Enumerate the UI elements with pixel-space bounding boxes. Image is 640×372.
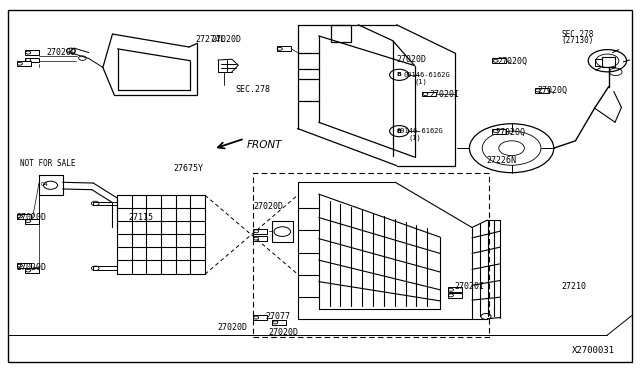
Text: 27020D: 27020D <box>397 55 427 64</box>
Text: 27020D: 27020D <box>269 328 299 337</box>
Bar <box>272 320 286 325</box>
Text: 27020D: 27020D <box>47 48 77 57</box>
Text: (27130): (27130) <box>561 36 594 45</box>
Text: 04: 04 <box>40 182 48 187</box>
Text: 09146-6162G: 09146-6162G <box>397 128 444 134</box>
Text: 27020Q: 27020Q <box>497 57 527 66</box>
Text: 27020Q: 27020Q <box>537 86 567 95</box>
Text: SEC.278: SEC.278 <box>236 85 271 94</box>
Text: 27274L: 27274L <box>195 35 225 44</box>
Bar <box>25 50 39 55</box>
Bar <box>276 46 291 51</box>
Text: SEC.278: SEC.278 <box>561 30 594 39</box>
Text: 27115: 27115 <box>129 213 154 222</box>
Text: 27020D: 27020D <box>17 263 47 272</box>
Text: 27675Y: 27675Y <box>173 164 203 173</box>
Bar <box>253 229 267 234</box>
Bar <box>25 268 39 273</box>
Text: X2700031: X2700031 <box>572 346 615 355</box>
Bar <box>17 214 31 219</box>
Text: 09146-6162G: 09146-6162G <box>403 72 450 78</box>
Bar <box>253 315 267 320</box>
Text: 27077: 27077 <box>266 312 291 321</box>
Bar <box>17 263 31 268</box>
Bar <box>422 92 436 96</box>
Text: 27020I: 27020I <box>430 90 460 99</box>
Text: 27020Q: 27020Q <box>495 128 525 137</box>
Bar <box>253 236 267 241</box>
Bar <box>595 59 602 65</box>
Bar <box>25 58 39 62</box>
Bar <box>492 129 506 134</box>
Bar <box>17 61 31 66</box>
Text: B: B <box>397 129 402 134</box>
Text: 27020D: 27020D <box>253 202 283 211</box>
Bar <box>25 219 39 224</box>
Text: FRONT: FRONT <box>246 140 282 150</box>
Text: (1): (1) <box>415 78 428 85</box>
Bar <box>534 88 548 93</box>
Text: 27020I: 27020I <box>454 282 484 291</box>
Text: B: B <box>397 72 402 77</box>
Bar <box>492 58 506 63</box>
Text: 27020D: 27020D <box>211 35 241 44</box>
Bar <box>448 293 462 298</box>
Text: 27226N: 27226N <box>486 156 516 165</box>
Text: NOT FOR SALE: NOT FOR SALE <box>20 159 76 168</box>
Bar <box>602 57 615 67</box>
Text: 27020D: 27020D <box>218 323 248 332</box>
Text: 27210: 27210 <box>561 282 586 291</box>
Text: (1): (1) <box>408 135 421 141</box>
Text: 27020D: 27020D <box>17 213 47 222</box>
Bar <box>448 287 462 292</box>
